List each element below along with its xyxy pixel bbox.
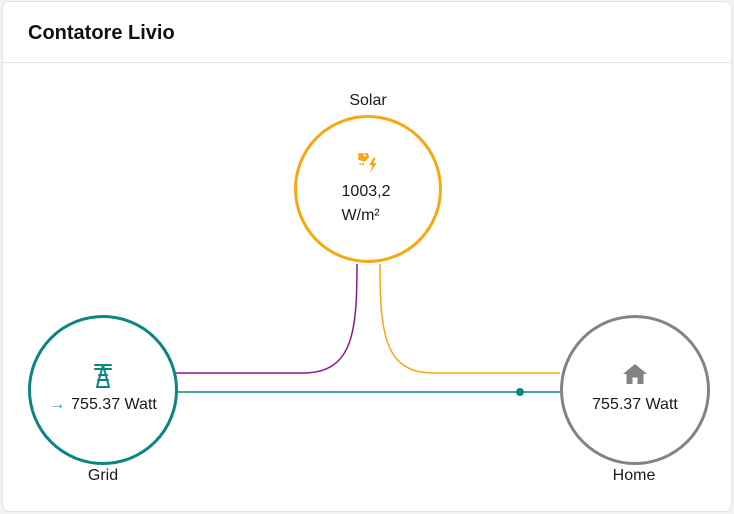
grid-direction-arrow-icon: → (49, 396, 66, 413)
home-node[interactable]: 755.37 Watt (560, 315, 710, 465)
home-icon (623, 364, 647, 384)
transmission-tower-icon (94, 364, 112, 388)
energy-card: Contatore Livio Solar 1003,2 W/m² → 755.… (3, 2, 731, 511)
home-label: Home (612, 467, 656, 484)
flow-dot (516, 388, 524, 396)
grid-label: Grid (87, 467, 119, 484)
header-divider (3, 62, 731, 63)
flow-solar-to-grid (176, 263, 358, 374)
flow-lines (176, 263, 560, 396)
solar-label: Solar (349, 92, 387, 109)
solar-power-icon (358, 153, 377, 173)
grid-node[interactable]: → 755.37 Watt (28, 315, 178, 465)
home-value: 755.37 Watt (592, 396, 678, 413)
card-title: Contatore Livio (28, 22, 175, 44)
grid-value: 755.37 Watt (71, 396, 157, 413)
solar-value: 1003,2 (341, 183, 391, 200)
solar-unit: W/m² (341, 207, 380, 224)
flow-solar-to-home (379, 263, 560, 374)
solar-node[interactable]: 1003,2 W/m² (294, 115, 442, 263)
